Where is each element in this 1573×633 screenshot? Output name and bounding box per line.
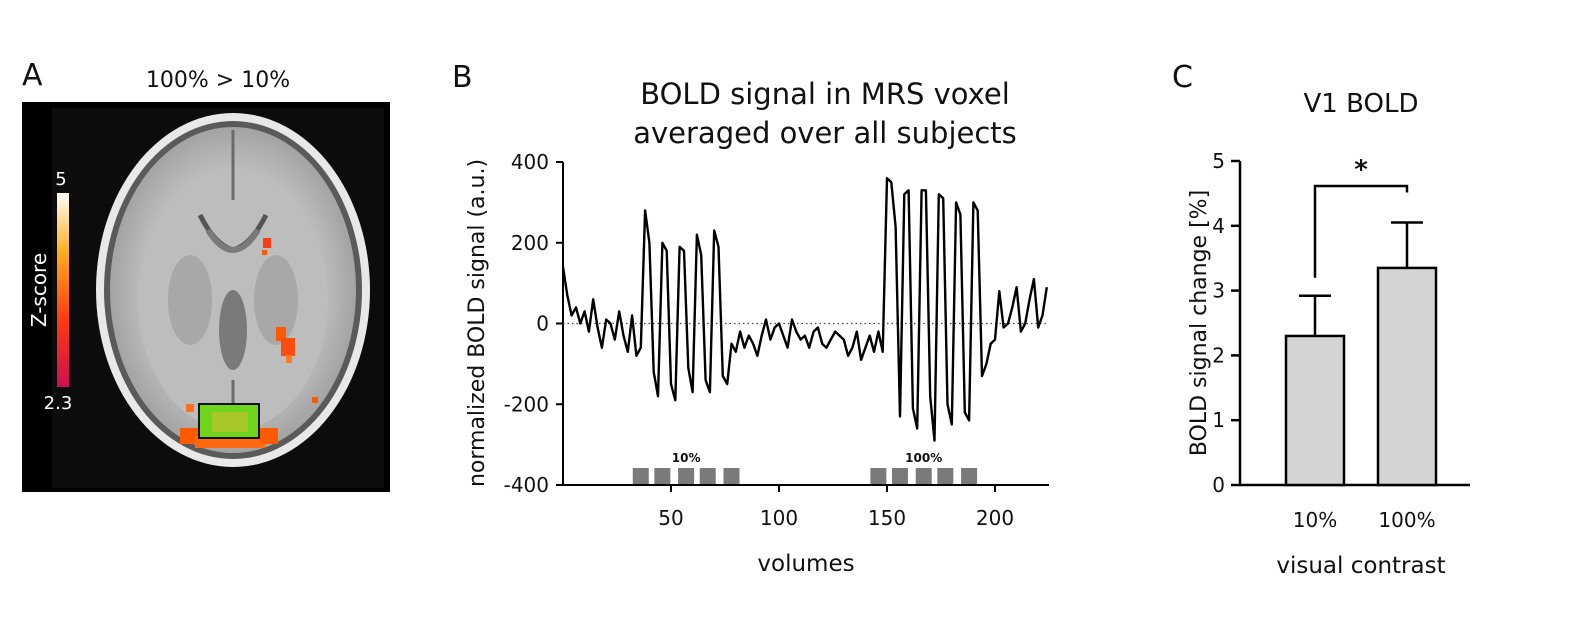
mrs-voxel-activation [212, 412, 248, 432]
chart-b-y-tick-label: -200 [504, 392, 549, 416]
stimulus-block [870, 468, 887, 484]
colorbar-max-label: 5 [55, 169, 66, 190]
chart-c-x-axis-label: visual contrast [1276, 553, 1445, 579]
stimulus-block [678, 468, 695, 484]
chart-b-y-tick-label: 0 [536, 312, 549, 336]
chart-c-y-tick-label: 3 [1212, 279, 1225, 303]
stimulus-block [915, 468, 932, 484]
panel-letter-b: B [452, 60, 473, 95]
panel-letter-c: C [1172, 60, 1193, 95]
chart-c-y-axis-label: BOLD signal change [%] [1187, 190, 1212, 456]
stimulus-block [654, 468, 671, 484]
bar-high-contrast [1376, 266, 1438, 487]
colorbar-title: Z-score [27, 253, 51, 327]
panel-letter-a: A [22, 58, 43, 93]
chart-c-y-tick-label: 0 [1212, 473, 1225, 497]
stimulus-block [723, 468, 740, 484]
chart-b-x-tick-label: 100 [760, 506, 798, 530]
chart-b-y-axis-label: normalized BOLD signal (a.u.) [465, 159, 490, 487]
chart-c-title: V1 BOLD [1304, 89, 1419, 119]
chart-b-x-tick-label: 150 [868, 506, 906, 530]
zscore-colorbar [57, 193, 69, 387]
chart-b-x-tick-label: 200 [976, 506, 1014, 530]
stimulus-block [961, 468, 978, 484]
stimulus-block [699, 468, 716, 484]
chart-c-x-tick-label: 100% [1378, 508, 1435, 532]
chart-b-y-tick-label: 400 [511, 150, 549, 174]
chart-c-x-tick-label: 10% [1293, 508, 1337, 532]
chart-b-x-tick-label: 50 [658, 506, 683, 530]
bar-low-contrast [1284, 334, 1346, 487]
chart-b-title-line-2: averaged over all subjects [633, 116, 1017, 150]
stimulus-block-label: 100% [905, 451, 942, 465]
chart-b-y-tick-label: -400 [504, 473, 549, 497]
significance-star: * [1354, 155, 1368, 185]
chart-b-title-line-1: BOLD signal in MRS voxel [640, 77, 1010, 111]
significance-bracket [1313, 184, 1409, 278]
chart-b-y-tick-label: 200 [511, 231, 549, 255]
stimulus-block [632, 468, 649, 484]
brain-slice [96, 113, 370, 467]
chart-c-y-tick-label: 4 [1212, 214, 1225, 238]
panel-a-title: 100% > 10% [146, 68, 290, 93]
stimulus-block [891, 468, 908, 484]
stimulus-block [937, 468, 954, 484]
chart-c-y-tick-label: 2 [1212, 343, 1225, 367]
stimulus-block-label: 10% [672, 451, 701, 465]
colorbar-min-label: 2.3 [44, 393, 73, 414]
bold-signal-line [561, 176, 1048, 442]
chart-c-y-tick-label: 1 [1212, 408, 1225, 432]
chart-b-x-axis-label: volumes [757, 551, 854, 577]
chart-c-y-tick-label: 5 [1212, 149, 1225, 173]
